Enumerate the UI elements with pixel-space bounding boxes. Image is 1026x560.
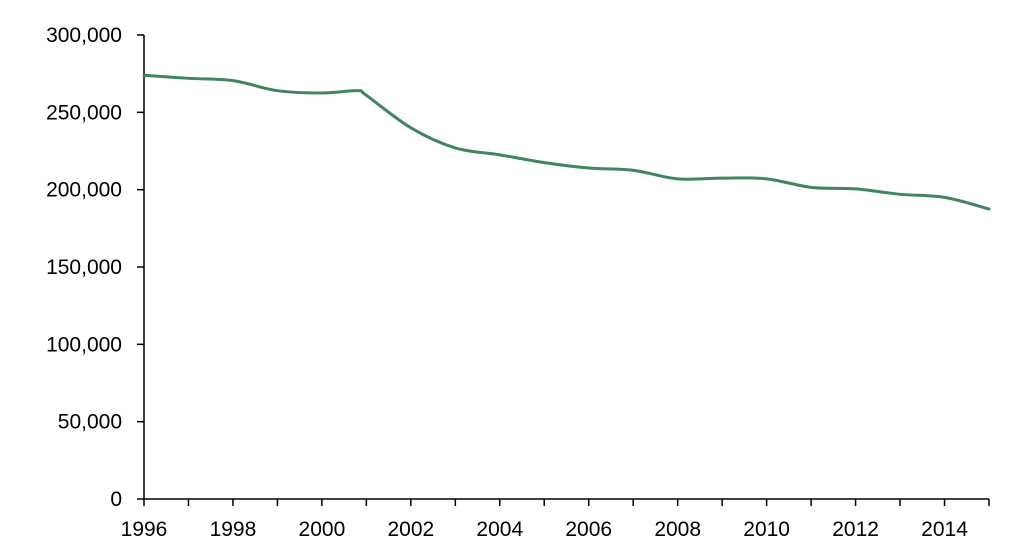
- data-point: [719, 175, 725, 181]
- x-tick-label: 1998: [210, 518, 257, 541]
- series-line-0: [142, 73, 991, 211]
- data-point: [675, 176, 681, 182]
- y-tick-label: 300,000: [46, 24, 122, 47]
- x-axis: 1996 1998 2000 2002 2004 2006 2008 2010 2012 2014: [121, 498, 990, 541]
- x-tick-label: 2002: [387, 518, 434, 541]
- y-tick-label: 200,000: [46, 179, 122, 202]
- data-point: [319, 90, 325, 96]
- data-point: [986, 206, 992, 212]
- data-point: [408, 125, 414, 131]
- data-point: [452, 145, 458, 151]
- data-point: [541, 160, 547, 166]
- x-tick-label: 2006: [565, 518, 612, 541]
- data-point: [230, 78, 236, 84]
- data-point: [354, 88, 360, 94]
- x-tick-label: 1996: [121, 518, 168, 541]
- x-tick-label: 2008: [654, 518, 701, 541]
- data-point: [942, 194, 948, 200]
- data-point: [586, 165, 592, 171]
- y-tick-label: 150,000: [46, 256, 122, 279]
- data-point: [274, 88, 280, 94]
- data-point: [853, 186, 859, 192]
- data-point: [141, 72, 147, 78]
- x-tick-label: 2010: [743, 518, 790, 541]
- data-point: [363, 92, 369, 98]
- data-point: [497, 152, 503, 158]
- y-tick-label: 0: [110, 488, 122, 511]
- data-point: [630, 167, 636, 173]
- y-tick-label: 250,000: [46, 101, 122, 124]
- y-tick-label: 50,000: [58, 411, 122, 434]
- data-point: [764, 176, 770, 182]
- data-point: [808, 184, 814, 190]
- data-point: [897, 191, 903, 197]
- x-tick-label: 2000: [299, 518, 346, 541]
- x-tick-label: 2004: [476, 518, 523, 541]
- data-point: [185, 75, 191, 81]
- series-group: [141, 72, 992, 212]
- x-tick-label: 2012: [832, 518, 879, 541]
- y-tick-label: 100,000: [46, 333, 122, 356]
- x-tick-label: 2014: [921, 518, 968, 541]
- y-axis: 0 50,000 100,000 150,000 200,000 250,000 300,0…: [46, 24, 145, 511]
